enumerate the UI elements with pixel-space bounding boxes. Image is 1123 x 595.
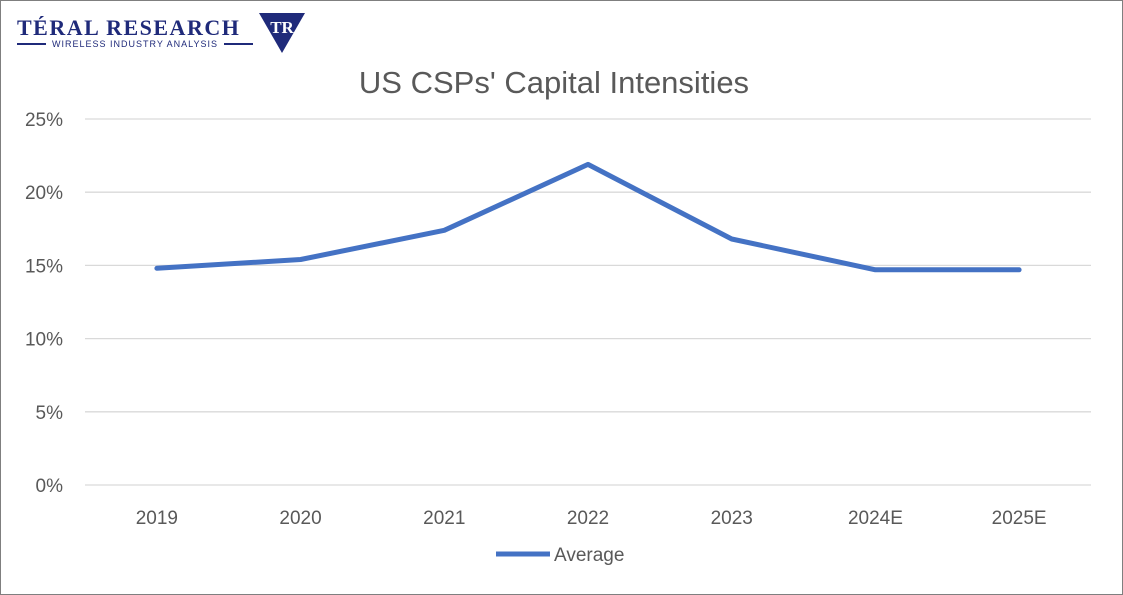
chart-title: US CSPs' Capital Intensities <box>359 65 749 100</box>
y-tick-label-15: 15% <box>25 256 63 277</box>
x-tick-label-2023: 2023 <box>711 508 753 529</box>
y-tick-label-10: 10% <box>25 330 63 351</box>
y-tick-label-20: 20% <box>25 183 63 204</box>
x-axis-ticks: 2019 2020 2021 2022 2023 2024E 2025E <box>136 508 1047 529</box>
x-tick-label-2021: 2021 <box>423 508 465 529</box>
x-tick-label-2024e: 2024E <box>848 508 903 529</box>
y-tick-label-5: 5% <box>36 403 64 424</box>
y-tick-label-25: 25% <box>25 110 63 131</box>
y-axis-ticks: 0% 5% 10% 15% 20% 25% <box>25 110 63 497</box>
brand-logo: TÉRAL RESEARCH WIRELESS INDUSTRY ANALYSI… <box>15 11 315 57</box>
brand-tagline: WIRELESS INDUSTRY ANALYSIS <box>51 39 219 49</box>
series-line-average <box>154 161 1022 273</box>
brand-mark-icon: TR <box>259 13 305 53</box>
brand-tagline-row: WIRELESS INDUSTRY ANALYSIS <box>17 39 254 49</box>
y-tick-label-0: 0% <box>36 476 64 497</box>
legend-label-average: Average <box>554 545 624 566</box>
brand-name: TÉRAL RESEARCH <box>17 15 241 40</box>
brand-mark-letters: TR <box>270 18 294 37</box>
brand-mark-triangle <box>259 13 305 53</box>
x-tick-label-2019: 2019 <box>136 508 178 529</box>
x-tick-label-2020: 2020 <box>279 508 321 529</box>
tagline-rule-left <box>17 43 46 45</box>
tagline-rule-right <box>224 43 254 45</box>
legend: Average <box>496 545 624 566</box>
gridlines <box>85 118 1091 486</box>
series-lines <box>154 161 1022 273</box>
x-tick-label-2022: 2022 <box>567 508 609 529</box>
x-tick-label-2025e: 2025E <box>992 508 1047 529</box>
